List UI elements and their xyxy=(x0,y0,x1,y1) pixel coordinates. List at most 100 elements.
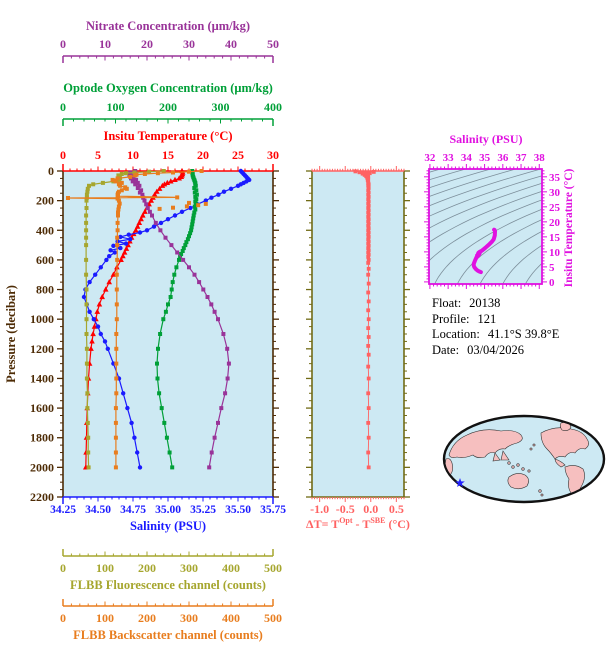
data-marker xyxy=(84,228,89,233)
data-marker xyxy=(130,179,135,184)
data-marker xyxy=(128,174,133,179)
data-marker xyxy=(134,177,139,182)
data-marker xyxy=(115,220,120,225)
data-marker xyxy=(366,217,371,222)
data-marker xyxy=(116,210,120,215)
data-marker xyxy=(209,450,214,455)
ts-temp-tick-label: 10 xyxy=(549,247,561,259)
data-marker xyxy=(114,272,119,277)
backscatter-tick-label: 500 xyxy=(264,611,282,625)
data-marker xyxy=(121,391,126,396)
salinity-tick-label: 34.50 xyxy=(85,504,111,516)
data-marker xyxy=(366,237,371,242)
data-marker xyxy=(353,169,358,174)
dt-title-sup-opt: Opt xyxy=(339,516,353,525)
ts-salinity-tick-label: 33 xyxy=(443,152,455,164)
data-marker xyxy=(362,170,367,175)
salinity-tick-label: 35.25 xyxy=(190,504,216,516)
info-label: Float: xyxy=(432,296,462,310)
pressure-tick-label: 1000 xyxy=(30,312,54,326)
data-marker xyxy=(366,376,371,381)
data-marker xyxy=(90,330,96,337)
data-marker xyxy=(156,185,163,191)
data-marker xyxy=(158,220,164,226)
generated-plot-layer: 0200400600800100012001400160018002000220… xyxy=(30,37,561,625)
data-marker xyxy=(95,324,101,329)
delta-t-tick-label: 0.0 xyxy=(363,502,378,516)
series-delta-t xyxy=(353,169,376,470)
data-marker xyxy=(133,173,138,178)
data-marker xyxy=(84,361,89,366)
data-marker xyxy=(174,265,179,270)
data-marker xyxy=(194,197,199,202)
data-marker xyxy=(153,220,158,225)
data-marker xyxy=(155,171,160,176)
data-marker xyxy=(209,195,214,200)
data-marker xyxy=(140,212,146,218)
series-nitrate xyxy=(127,169,231,470)
data-marker xyxy=(207,465,212,470)
data-marker xyxy=(84,257,89,262)
pressure-tick-label: 800 xyxy=(36,283,54,297)
data-marker xyxy=(177,257,181,262)
isopycnal-line xyxy=(456,219,542,284)
data-marker xyxy=(176,175,182,181)
ts-temp-tick-label: 5 xyxy=(549,262,555,274)
data-marker xyxy=(137,230,143,235)
data-marker xyxy=(163,235,168,240)
data-marker xyxy=(165,217,171,222)
data-marker xyxy=(85,189,90,194)
data-marker xyxy=(87,279,92,285)
data-marker xyxy=(181,257,186,262)
data-marker xyxy=(216,420,220,425)
data-marker xyxy=(133,227,139,233)
data-marker xyxy=(203,201,208,206)
data-marker xyxy=(180,249,185,253)
data-marker xyxy=(192,272,197,277)
data-marker xyxy=(86,435,91,440)
data-marker xyxy=(85,420,90,425)
float-location-star xyxy=(455,478,465,487)
data-marker xyxy=(113,465,118,470)
data-marker xyxy=(111,243,116,248)
data-marker xyxy=(158,332,163,336)
data-marker xyxy=(175,250,180,255)
data-marker xyxy=(151,224,157,229)
data-marker xyxy=(99,293,105,300)
float-info-block: Float: 20138 Profile: 121 Location: 41.1°S … xyxy=(432,296,559,358)
data-marker xyxy=(161,317,166,322)
data-marker xyxy=(98,331,104,337)
nitrate-axis-title: Nitrate Concentration (μm/kg) xyxy=(86,19,250,33)
data-marker xyxy=(81,294,87,300)
isopycnal-line xyxy=(524,262,542,284)
data-marker xyxy=(114,376,119,381)
nitrate-tick-label: 0 xyxy=(60,37,66,51)
data-marker xyxy=(150,213,154,218)
data-marker xyxy=(113,450,118,455)
data-marker xyxy=(216,192,221,197)
data-marker xyxy=(84,192,89,197)
pressure-tick-label: 1200 xyxy=(30,342,54,356)
info-label: Location: xyxy=(432,327,480,341)
data-marker xyxy=(116,204,121,209)
series-salinity xyxy=(81,168,252,470)
data-marker xyxy=(189,225,194,230)
data-marker xyxy=(84,302,89,307)
temperature-tick-label: 30 xyxy=(267,148,279,162)
data-marker xyxy=(133,182,138,187)
data-marker xyxy=(193,199,198,204)
data-marker xyxy=(140,192,145,197)
data-marker xyxy=(112,250,118,255)
data-marker xyxy=(190,222,195,227)
data-marker xyxy=(366,235,371,239)
data-marker xyxy=(366,281,371,286)
ts-salinity-tick-label: 35 xyxy=(479,152,491,164)
data-marker xyxy=(114,391,119,396)
data-marker xyxy=(212,435,217,440)
info-row-profile: Profile: 121 xyxy=(432,312,559,328)
data-marker xyxy=(164,435,169,440)
data-marker xyxy=(91,323,98,329)
data-marker xyxy=(223,391,228,396)
data-marker xyxy=(93,272,98,277)
isopycnal-line xyxy=(434,208,542,284)
